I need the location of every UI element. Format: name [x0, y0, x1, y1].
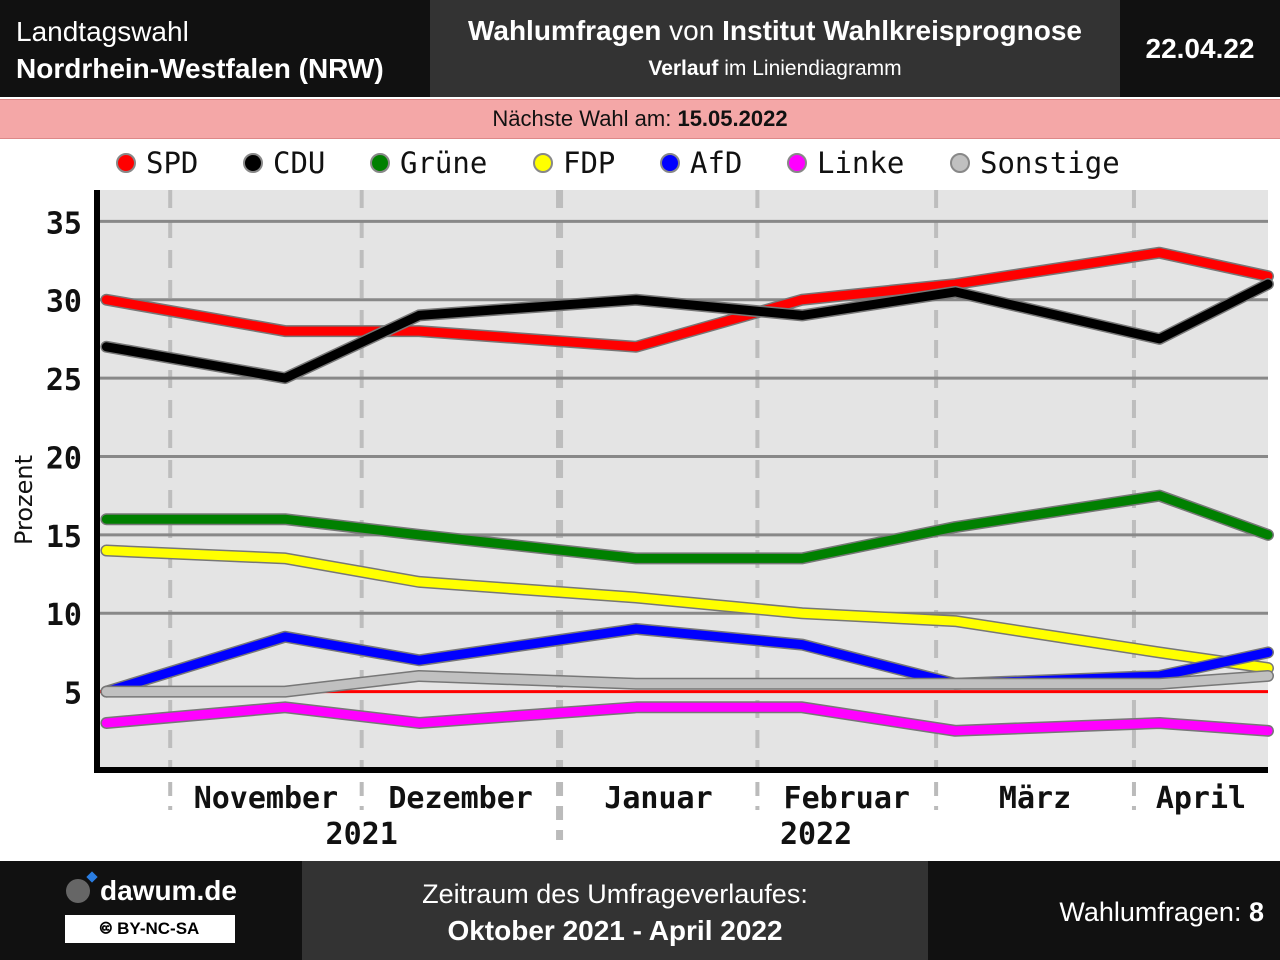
election-type: Landtagswahl — [16, 16, 189, 47]
series-line-spd — [101, 248, 1273, 352]
license-badge[interactable]: 🅭 BY-NC-SA — [65, 915, 235, 943]
series-line-grüne — [101, 491, 1273, 563]
y-tick-label: 20 — [46, 441, 82, 476]
y-tick-label: 25 — [46, 363, 82, 398]
next-election-date: 15.05.2022 — [677, 106, 788, 131]
x-month-label: Dezember — [388, 781, 533, 816]
state-name: Nordrhein-Westfalen (NRW) — [16, 53, 384, 84]
brand-name: dawum.de — [100, 875, 237, 906]
legend-item-cdu: CDU — [243, 146, 325, 180]
legend-item-fdp: FDP — [533, 146, 615, 180]
series-line-cdu — [101, 279, 1273, 383]
x-month-label: November — [194, 781, 339, 816]
legend-dot-sonstige — [950, 153, 970, 173]
y-tick-label: 15 — [46, 520, 82, 555]
cc-icon: 🅭 — [100, 918, 112, 938]
y-axis-label: Prozent — [10, 455, 38, 545]
series-line-linke — [101, 702, 1273, 736]
footer-center: Zeitraum des Umfrageverlaufes: Oktober 2… — [302, 861, 928, 960]
next-election-bar: Nächste Wahl am: 15.05.2022 — [0, 99, 1280, 139]
legend-dot-cdu — [243, 153, 263, 173]
chart-legend: SPD CDU Grüne FDP AfD Linke Sonstige — [0, 140, 1280, 186]
y-tick-label: 10 — [46, 598, 82, 633]
legend-item-gruene: Grüne — [370, 146, 487, 180]
footer-right: Wahlumfragen: 8 — [928, 861, 1280, 960]
dawum-logo-icon — [66, 879, 90, 903]
x-year-label: 2022 — [780, 817, 852, 852]
page-title: Wahlumfragen von Institut Wahlkreisprogn… — [467, 15, 1082, 46]
footer-left: dawum.de 🅭 BY-NC-SA — [0, 861, 302, 960]
y-tick-label: 5 — [64, 677, 82, 712]
poll-count: Wahlumfragen: 8 — [1059, 897, 1264, 927]
legend-dot-fdp — [533, 153, 553, 173]
legend-item-sonstige: Sonstige — [950, 146, 1120, 180]
brand[interactable]: dawum.de — [66, 875, 237, 907]
period-label: Zeitraum des Umfrageverlaufes: — [422, 879, 808, 909]
header-center: Wahlumfragen von Institut Wahlkreisprogn… — [430, 0, 1120, 97]
legend-item-spd: SPD — [116, 146, 198, 180]
header-right: 22.04.22 — [1120, 0, 1280, 97]
series-line-afd — [101, 624, 1273, 697]
y-tick-label: 35 — [46, 206, 82, 241]
page-subtitle: Verlauf im Liniendiagramm — [648, 57, 902, 80]
next-election-label: Nächste Wahl am: — [492, 106, 678, 131]
legend-item-afd: AfD — [660, 146, 742, 180]
line-chart: 5 10 15 20 25 30 35 Prozent November Dezember Janu… — [10, 190, 1274, 852]
x-month-label: April — [1156, 781, 1246, 816]
legend-dot-gruene — [370, 153, 390, 173]
legend-dot-linke — [787, 153, 807, 173]
y-tick-label: 30 — [46, 285, 82, 320]
legend-dot-spd — [116, 153, 136, 173]
header-left: Landtagswahl Nordrhein-Westfalen (NRW) — [0, 0, 430, 97]
update-date: 22.04.22 — [1145, 33, 1255, 64]
x-month-label: Januar — [604, 781, 712, 816]
x-month-label: März — [999, 781, 1071, 816]
legend-item-linke: Linke — [787, 146, 904, 180]
x-year-label: 2021 — [326, 817, 398, 852]
series-line-fdp — [101, 546, 1273, 673]
series-line-sonstige — [101, 671, 1273, 697]
x-month-label: Februar — [784, 781, 910, 816]
legend-dot-afd — [660, 153, 680, 173]
period-value: Oktober 2021 - April 2022 — [447, 915, 783, 946]
